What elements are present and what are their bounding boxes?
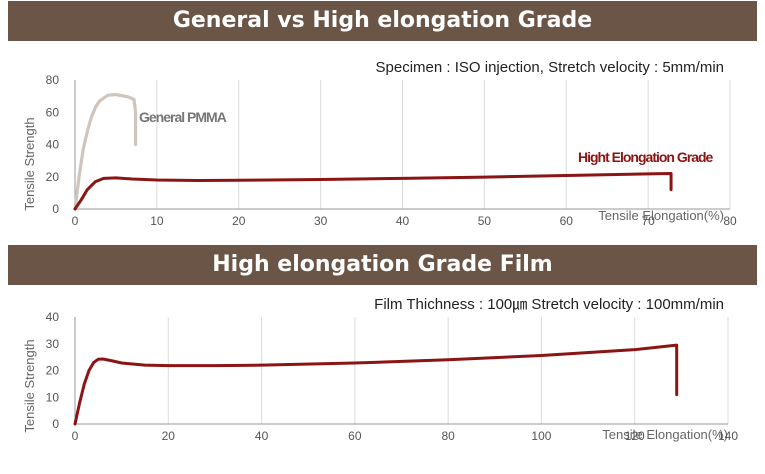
y-axis-label: Tensile Strength [22,339,37,432]
series-line-general-pmma [73,92,138,211]
banner-title-general-vs-high: General vs High elongation Grade [8,1,757,41]
series-line-film [73,343,679,426]
x-tick-label: 100 [531,429,551,443]
axes [74,80,730,210]
x-tick-label: 0 [72,214,79,228]
series-lines [73,92,673,211]
chart-annotation: Specimen : ISO injection, Stretch veloci… [376,59,724,76]
x-tick-label: 10 [150,214,164,228]
chart-annotation: Film Thichness : 100㎛ Stretch velocity :… [374,296,724,313]
series-line-hight-elongation-grade [73,172,673,211]
x-tick-label: 60 [560,214,574,228]
x-tick-label: 120 [625,429,645,443]
tick-labels: 0 20 40 60 80 100 120 140 0 10 20 30 40 [46,310,739,443]
chart-film: Film Thichness : 100㎛ Stretch velocity :… [22,296,739,443]
y-tick-label: 40 [46,310,60,324]
x-tick-label: 20 [162,429,176,443]
y-tick-label: 10 [46,390,60,404]
y-tick-label: 60 [46,105,60,119]
x-tick-label: 40 [396,214,410,228]
y-tick-label: 20 [46,364,60,378]
grid-lines [156,80,731,209]
y-tick-label: 0 [52,202,59,216]
x-tick-label: 80 [441,429,455,443]
chart-general-vs-high: Specimen : ISO injection, Stretch veloci… [22,59,737,228]
y-tick-label: 20 [46,170,60,184]
x-tick-label: 30 [314,214,328,228]
x-tick-label: 70 [641,214,655,228]
x-tick-label: 20 [232,214,246,228]
y-tick-label: 0 [52,417,59,431]
x-tick-label: 140 [718,429,738,443]
y-tick-label: 80 [46,73,60,87]
grid-lines [167,317,729,424]
x-tick-label: 60 [348,429,362,443]
x-tick-label: 40 [255,429,269,443]
x-tick-label: 0 [72,429,79,443]
banner-title-film: High elongation Grade Film [8,245,757,285]
axes [74,317,728,425]
x-tick-label: 50 [478,214,492,228]
y-tick-label: 40 [46,138,60,152]
x-tick-label: 80 [723,214,737,228]
series-label-general-pmma: General PMMA [139,109,227,125]
tick-labels: 0 10 20 30 40 50 60 70 80 0 20 40 60 80 [46,73,737,228]
x-axis-label: Tensile Elongation(%) [602,427,728,442]
y-axis-label: Tensile Strength [22,117,37,210]
series-lines [73,343,679,426]
series-label-high-elongation: Hight Elongation Grade [578,149,714,165]
y-tick-label: 30 [46,337,60,351]
x-axis-label: Tensile Elongation(%) [598,208,724,223]
